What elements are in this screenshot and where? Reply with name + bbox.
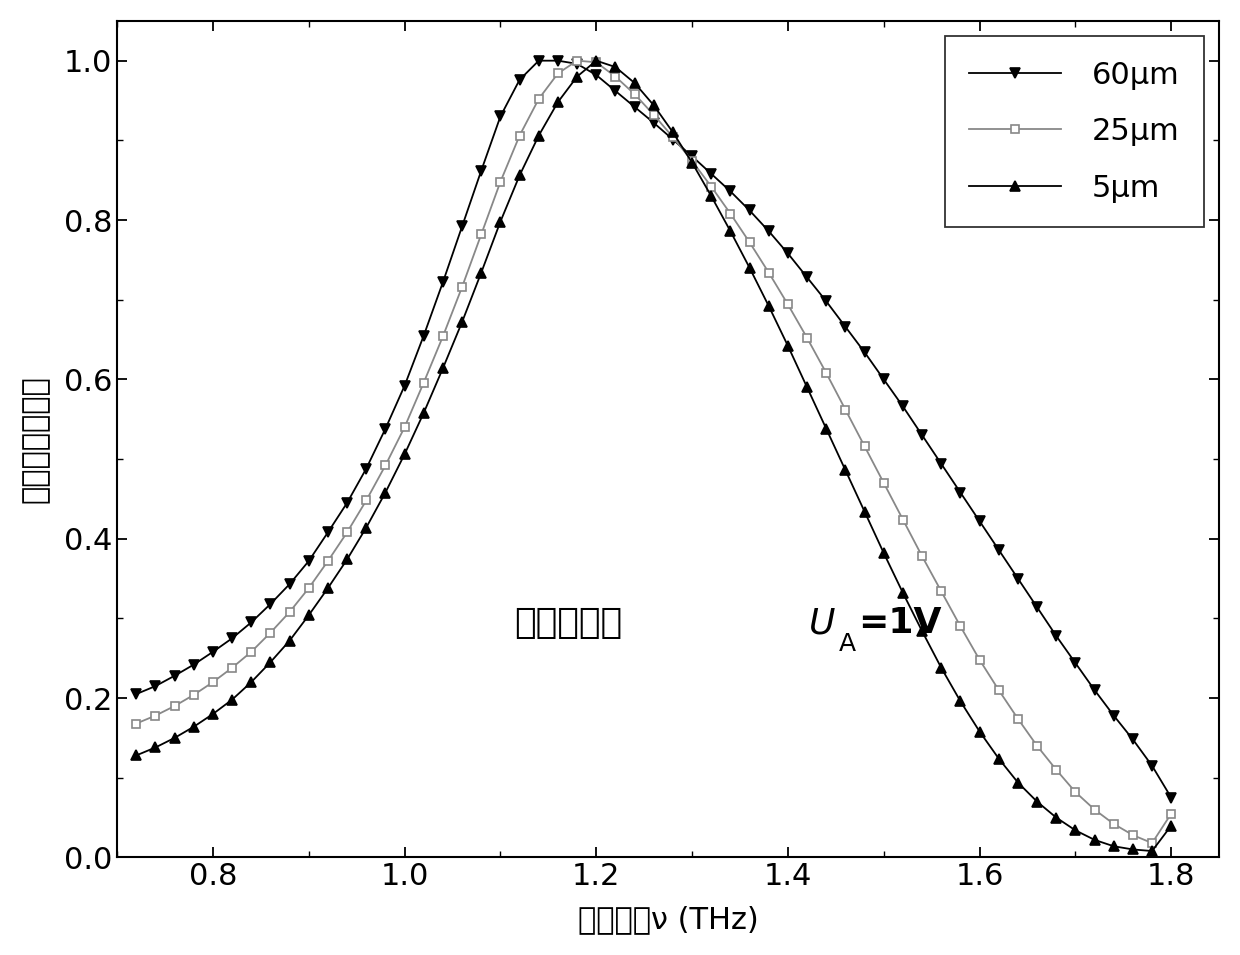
5μm <box>1126 843 1141 855</box>
5μm <box>512 170 527 181</box>
5μm <box>1068 824 1083 836</box>
60μm <box>531 55 546 67</box>
25μm <box>1164 808 1179 819</box>
25μm <box>378 459 393 471</box>
X-axis label: 光子频率ν (THz): 光子频率ν (THz) <box>578 905 759 934</box>
Line: 25μm: 25μm <box>133 56 1176 847</box>
25μm <box>129 718 144 730</box>
5μm <box>129 750 144 761</box>
25μm <box>320 555 335 566</box>
5μm <box>244 676 259 688</box>
5μm <box>378 487 393 499</box>
Text: =1V: =1V <box>858 606 941 640</box>
Text: 正电极偏压: 正电极偏压 <box>513 606 622 640</box>
25μm <box>569 55 584 67</box>
60μm <box>1145 760 1159 772</box>
60μm <box>512 74 527 86</box>
5μm <box>320 583 335 594</box>
60μm <box>378 423 393 435</box>
Text: A: A <box>839 632 856 656</box>
25μm <box>1126 829 1141 840</box>
60μm <box>320 526 335 538</box>
Legend: 60μm, 25μm, 5μm: 60μm, 25μm, 5μm <box>945 36 1204 227</box>
Line: 5μm: 5μm <box>131 55 1176 856</box>
5μm <box>589 55 604 67</box>
25μm <box>512 130 527 141</box>
60μm <box>129 689 144 700</box>
5μm <box>1145 845 1159 857</box>
5μm <box>1164 819 1179 831</box>
25μm <box>1145 838 1159 849</box>
60μm <box>1164 792 1179 803</box>
Line: 60μm: 60μm <box>131 55 1176 802</box>
25μm <box>244 647 259 658</box>
60μm <box>244 617 259 628</box>
Text: U: U <box>810 606 836 640</box>
Y-axis label: 归一化光谱响应: 归一化光谱响应 <box>21 375 50 503</box>
60μm <box>1068 657 1083 668</box>
25μm <box>1068 786 1083 797</box>
